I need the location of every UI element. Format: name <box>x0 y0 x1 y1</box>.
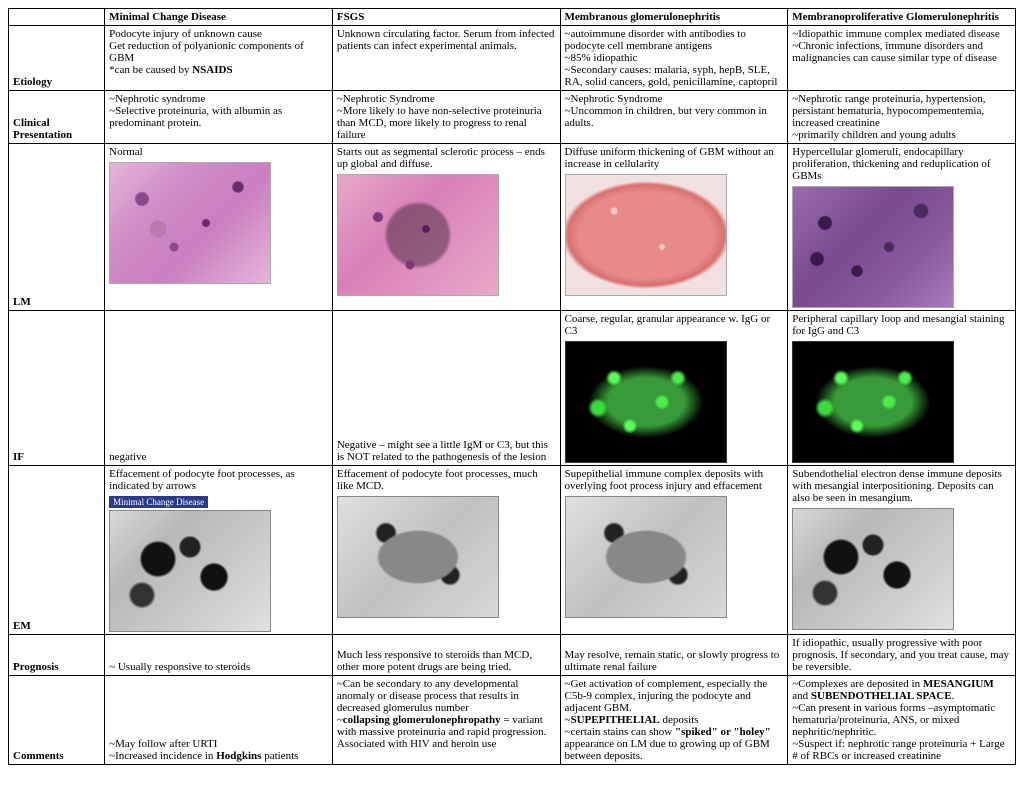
cell-clinical-1: ~Nephrotic Syndrome~More likely to have … <box>332 91 560 144</box>
lm-caption-3: Hypercellular glomeruli, endocapillary p… <box>792 146 1011 182</box>
em-image-1 <box>337 496 499 618</box>
row-label-lm: LM <box>9 144 105 311</box>
cell-if-1: Negative – might see a little IgM or C3,… <box>332 311 560 466</box>
if-bottom-0: negative <box>109 451 328 463</box>
cell-lm-2: Diffuse uniform thickening of GBM withou… <box>560 144 788 311</box>
lm-image-1 <box>337 174 499 296</box>
em-banner: Minimal Change Disease <box>109 496 208 508</box>
cell-lm-1: Starts out as segmental sclerotic proces… <box>332 144 560 311</box>
lm-image-3 <box>792 186 954 308</box>
row-label-em: EM <box>9 466 105 635</box>
cell-etiology-2: ~autoimmune disorder with antibodies to … <box>560 26 788 91</box>
if-caption-2: Coarse, regular, granular appearance w. … <box>565 313 784 337</box>
cell-clinical-0: ~Nephrotic syndrome~Selective proteinuri… <box>105 91 333 144</box>
header-blank <box>9 9 105 26</box>
row-lm: LM Normal Starts out as segmental sclero… <box>9 144 1016 311</box>
if-caption-3: Peripheral capillary loop and mesangial … <box>792 313 1011 337</box>
cell-comments-1: ~Can be secondary to any developmental a… <box>332 676 560 765</box>
lm-image-2 <box>565 174 727 296</box>
cell-em-0: Effacement of podocyte foot processes, a… <box>105 466 333 635</box>
comparison-table: Minimal Change Disease FSGS Membranous g… <box>8 8 1016 765</box>
cell-prognosis-2: May resolve, remain static, or slowly pr… <box>560 635 788 676</box>
row-prognosis: Prognosis ~ Usually responsive to steroi… <box>9 635 1016 676</box>
col-header-0: Minimal Change Disease <box>105 9 333 26</box>
cell-comments-3: ~Complexes are deposited in MESANGIUM an… <box>788 676 1016 765</box>
if-bottom-1: Negative – might see a little IgM or C3,… <box>337 439 556 463</box>
col-header-1: FSGS <box>332 9 560 26</box>
if-image-3 <box>792 341 954 463</box>
cell-prognosis-3: If idiopathic, usually progressive with … <box>788 635 1016 676</box>
row-em: EM Effacement of podocyte foot processes… <box>9 466 1016 635</box>
lm-image-0 <box>109 162 271 284</box>
cell-etiology-1: Unknown circulating factor. Serum from i… <box>332 26 560 91</box>
em-caption-1: Effacement of podocyte foot processes, m… <box>337 468 556 492</box>
cell-if-0: negative <box>105 311 333 466</box>
cell-if-2: Coarse, regular, granular appearance w. … <box>560 311 788 466</box>
em-image-2 <box>565 496 727 618</box>
row-if: IF negative Negative – might see a littl… <box>9 311 1016 466</box>
cell-etiology-0: Podocyte injury of unknown causeGet redu… <box>105 26 333 91</box>
cell-prognosis-0: ~ Usually responsive to steroids <box>105 635 333 676</box>
em-image-3 <box>792 508 954 630</box>
cell-lm-0: Normal <box>105 144 333 311</box>
col-header-2: Membranous glomerulonephritis <box>560 9 788 26</box>
em-image-0 <box>109 510 271 632</box>
row-etiology: Etiology Podocyte injury of unknown caus… <box>9 26 1016 91</box>
cell-lm-3: Hypercellular glomeruli, endocapillary p… <box>788 144 1016 311</box>
cell-clinical-3: ~Nephrotic range proteinuria, hypertensi… <box>788 91 1016 144</box>
row-label-prognosis: Prognosis <box>9 635 105 676</box>
row-label-if: IF <box>9 311 105 466</box>
cell-comments-2: ~Get activation of complement, especiall… <box>560 676 788 765</box>
cell-em-3: Subendothelial electron dense immune dep… <box>788 466 1016 635</box>
lm-caption-2: Diffuse uniform thickening of GBM withou… <box>565 146 784 170</box>
col-header-3: Membranoproliferative Glomerulonephritis <box>788 9 1016 26</box>
row-comments: Comments ~May follow after URTI~Increase… <box>9 676 1016 765</box>
cell-comments-0: ~May follow after URTI~Increased inciden… <box>105 676 333 765</box>
row-label-etiology: Etiology <box>9 26 105 91</box>
em-caption-3: Subendothelial electron dense immune dep… <box>792 468 1011 504</box>
em-caption-0: Effacement of podocyte foot processes, a… <box>109 468 328 492</box>
row-clinical: Clinical Presentation ~Nephrotic syndrom… <box>9 91 1016 144</box>
cell-if-3: Peripheral capillary loop and mesangial … <box>788 311 1016 466</box>
cell-clinical-2: ~Nephrotic Syndrome~Uncommon in children… <box>560 91 788 144</box>
if-image-2 <box>565 341 727 463</box>
row-label-clinical: Clinical Presentation <box>9 91 105 144</box>
em-caption-2: Supepithelial immune complex deposits wi… <box>565 468 784 492</box>
lm-caption-0: Normal <box>109 146 328 158</box>
header-row: Minimal Change Disease FSGS Membranous g… <box>9 9 1016 26</box>
cell-em-2: Supepithelial immune complex deposits wi… <box>560 466 788 635</box>
cell-prognosis-1: Much less responsive to steroids than MC… <box>332 635 560 676</box>
cell-em-1: Effacement of podocyte foot processes, m… <box>332 466 560 635</box>
cell-etiology-3: ~Idiopathic immune complex mediated dise… <box>788 26 1016 91</box>
row-label-comments: Comments <box>9 676 105 765</box>
lm-caption-1: Starts out as segmental sclerotic proces… <box>337 146 556 170</box>
